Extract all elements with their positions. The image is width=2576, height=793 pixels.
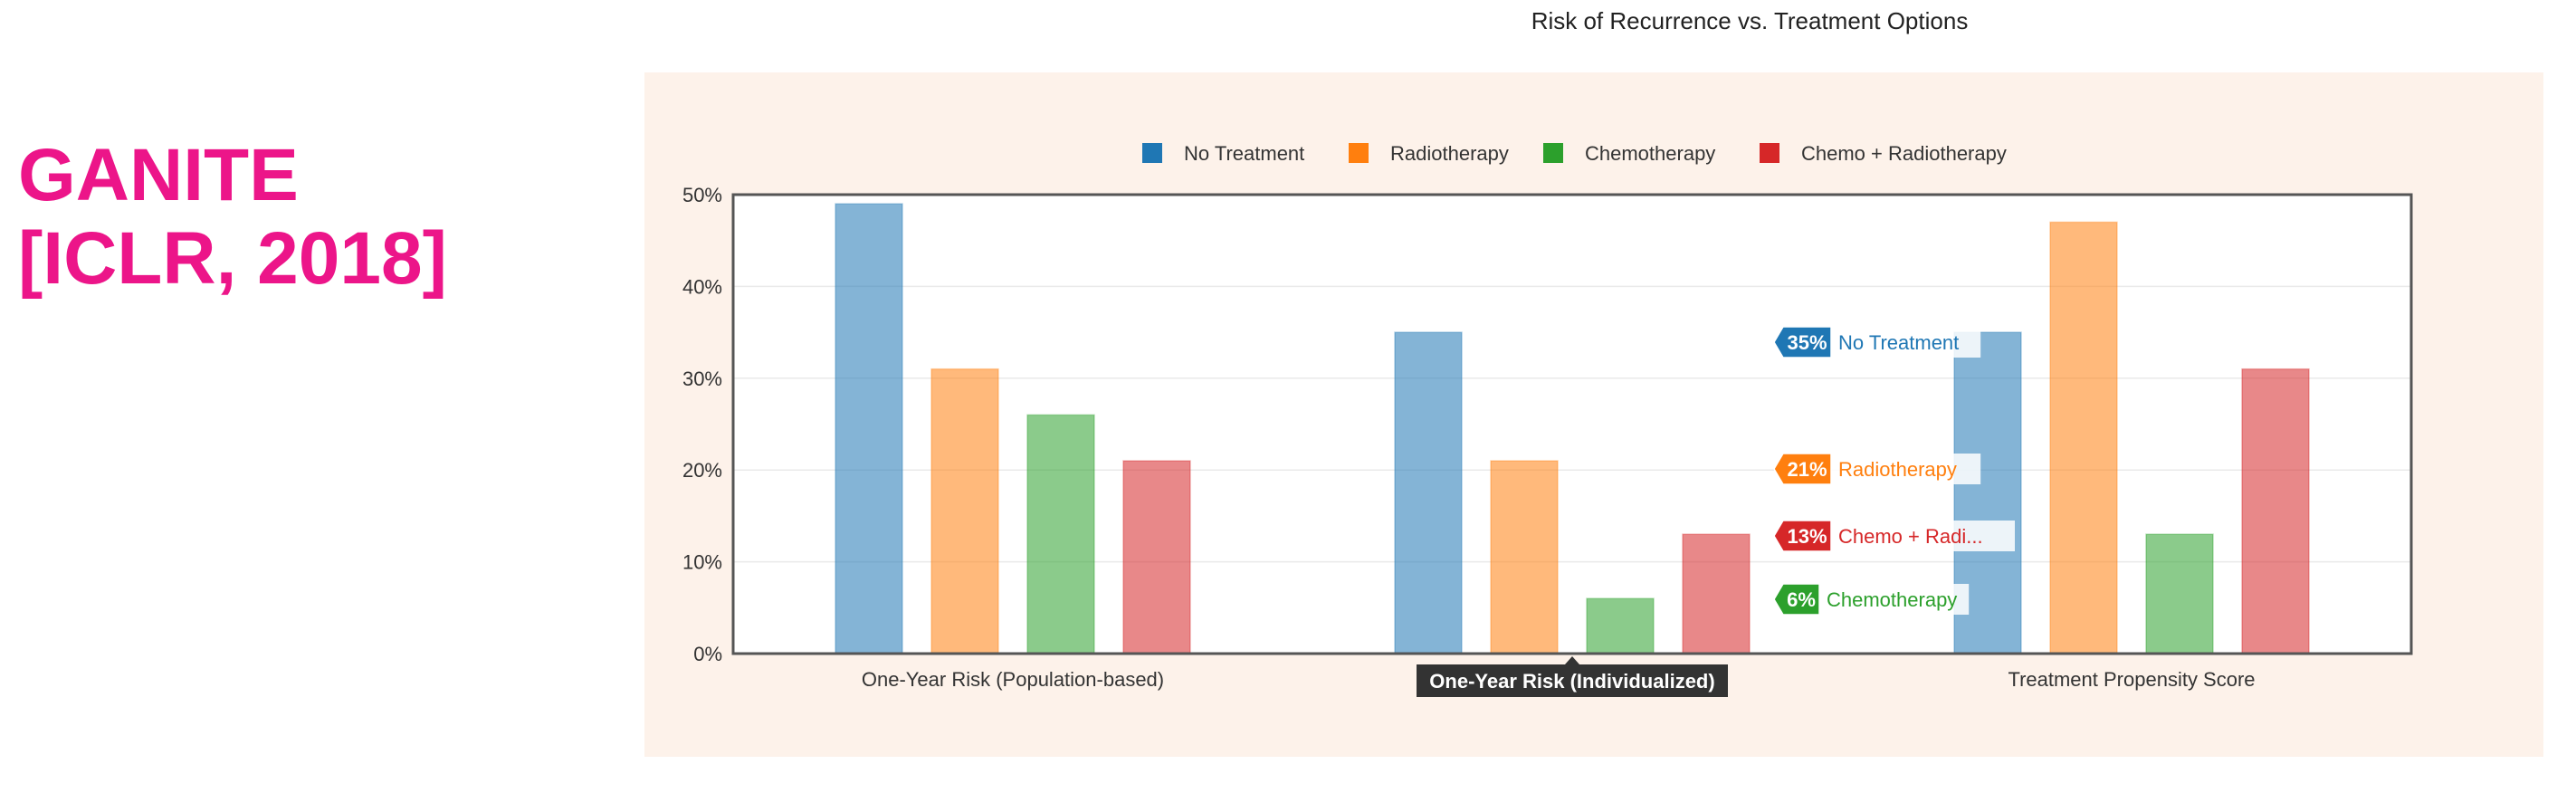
hover-name: No Treatment <box>1838 331 1959 354</box>
legend-entry: Chemo + Radiotherapy <box>1801 142 2007 165</box>
hover-value: 21% <box>1787 458 1827 481</box>
bar[interactable] <box>930 368 999 654</box>
chart-title-wrap: Risk of Recurrence vs. Treatment Options <box>0 7 2576 35</box>
hover-name-box <box>1819 584 1970 615</box>
hover-value: 6% <box>1787 588 1816 611</box>
bar[interactable] <box>1586 597 1655 654</box>
legend-swatch[interactable] <box>1760 143 1779 163</box>
bar[interactable] <box>1490 460 1559 654</box>
plot-area <box>733 195 2411 654</box>
hover-name-box <box>1831 327 1981 358</box>
hover-value: 35% <box>1787 331 1827 354</box>
bar[interactable] <box>835 203 903 654</box>
bar[interactable] <box>1026 414 1095 654</box>
hover-name: Radiotherapy <box>1838 458 1957 481</box>
side-title-line1: GANITE <box>18 134 299 216</box>
hover-name: Chemotherapy <box>1827 588 1957 611</box>
bar[interactable] <box>1682 533 1751 654</box>
hover-name: Chemo + Radi... <box>1838 525 1983 548</box>
x-tick-label: Treatment Propensity Score <box>2008 668 2255 691</box>
x-tick-label: One-Year Risk (Individualized) <box>1429 670 1714 693</box>
plot-frame <box>731 193 2413 655</box>
legend-swatch[interactable] <box>1142 143 1162 163</box>
y-tick-label: 20% <box>682 459 722 482</box>
bar[interactable] <box>1122 460 1191 654</box>
legend-entry: Radiotherapy <box>1390 142 1509 165</box>
hover-name-box <box>1831 454 1981 484</box>
legend-entry: No Treatment <box>1184 142 1304 165</box>
x-tick-label: One-Year Risk (Population-based) <box>862 668 1164 691</box>
chart-title: Risk of Recurrence vs. Treatment Options <box>1531 7 1969 34</box>
hover-name-box <box>1831 521 2015 551</box>
y-tick-label: 10% <box>682 551 722 574</box>
bar[interactable] <box>2145 533 2214 654</box>
bar[interactable] <box>2049 221 2118 654</box>
legend-swatch[interactable] <box>1349 143 1369 163</box>
legend-swatch[interactable] <box>1543 143 1563 163</box>
y-tick-label: 30% <box>682 368 722 390</box>
side-title: GANITE [ICLR, 2018] <box>18 134 447 301</box>
y-tick-label: 50% <box>682 184 722 206</box>
x-tooltip-arrow <box>1565 656 1579 664</box>
hover-value: 13% <box>1787 525 1827 548</box>
side-title-line2: [ICLR, 2018] <box>18 217 447 300</box>
bar[interactable] <box>2241 368 2310 654</box>
legend-entry: Chemotherapy <box>1585 142 1715 165</box>
y-tick-label: 0% <box>693 643 722 665</box>
x-tooltip <box>1417 664 1728 697</box>
bar[interactable] <box>1394 331 1463 654</box>
y-tick-label: 40% <box>682 275 722 298</box>
